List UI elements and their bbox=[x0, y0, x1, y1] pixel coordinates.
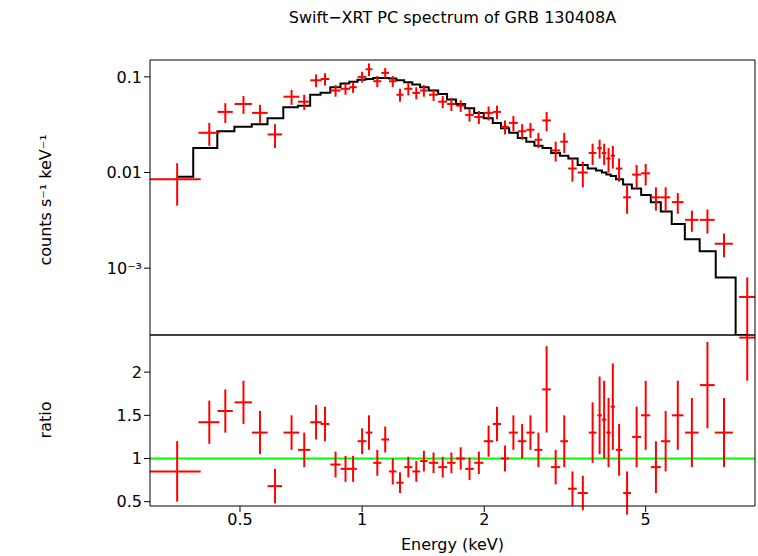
svg-text:10⁻³: 10⁻³ bbox=[107, 259, 142, 278]
svg-text:0.5: 0.5 bbox=[117, 492, 142, 511]
svg-text:0.5: 0.5 bbox=[227, 510, 252, 529]
svg-text:2: 2 bbox=[132, 363, 142, 382]
svg-text:1: 1 bbox=[132, 449, 142, 468]
svg-text:0.01: 0.01 bbox=[106, 163, 142, 182]
html-text:counts s⁻¹ keV⁻¹: counts s⁻¹ keV⁻¹ bbox=[35, 134, 55, 266]
html-text:ratio: ratio bbox=[35, 401, 55, 439]
svg-text:0.1: 0.1 bbox=[117, 68, 142, 87]
svg-text:1.5: 1.5 bbox=[117, 406, 142, 425]
html-text:Energy (keV): Energy (keV) bbox=[401, 535, 504, 554]
svg-text:1: 1 bbox=[357, 510, 367, 529]
svg-text:2: 2 bbox=[479, 510, 489, 529]
svg-text:5: 5 bbox=[641, 510, 651, 529]
html-text:Swift−XRT PC spectrum of GRB 1: Swift−XRT PC spectrum of GRB 130408A bbox=[288, 8, 617, 27]
